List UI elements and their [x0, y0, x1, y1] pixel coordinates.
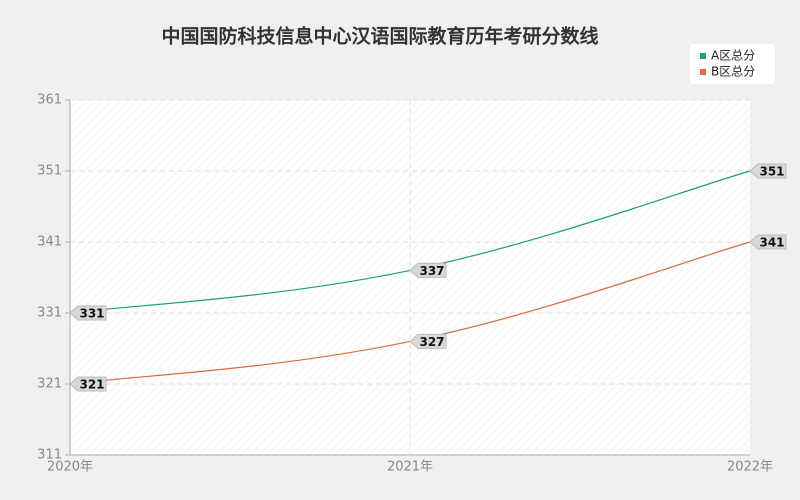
data-label-box	[69, 376, 107, 392]
data-label: 331	[79, 307, 104, 321]
legend-label: A区总分	[711, 49, 755, 63]
data-label-box	[409, 333, 447, 349]
y-tick-label: 351	[37, 164, 62, 179]
y-tick-label: 331	[37, 306, 62, 321]
legend-label: B区总分	[711, 65, 755, 79]
data-label: 341	[759, 236, 784, 250]
y-tick-label: 341	[37, 235, 62, 250]
legend-swatch	[700, 53, 706, 59]
chart-title: 中国国防科技信息中心汉语国际教育历年考研分数线	[161, 25, 598, 48]
data-label: 351	[759, 165, 784, 179]
y-tick-label: 311	[37, 448, 62, 463]
data-label-box	[749, 163, 787, 179]
data-label: 337	[419, 264, 444, 278]
data-label: 321	[79, 378, 104, 392]
data-label-box	[69, 305, 107, 321]
legend	[690, 44, 775, 84]
data-label: 327	[419, 335, 444, 349]
x-tick-label: 2020年	[47, 460, 93, 475]
plot-area	[70, 100, 750, 455]
data-label-box	[749, 234, 787, 250]
y-tick-label: 361	[37, 93, 62, 108]
legend-swatch	[700, 69, 706, 75]
y-tick-label: 321	[37, 377, 62, 392]
x-tick-label: 2021年	[387, 460, 433, 475]
data-label-box	[409, 262, 447, 278]
x-tick-label: 2022年	[727, 460, 773, 475]
